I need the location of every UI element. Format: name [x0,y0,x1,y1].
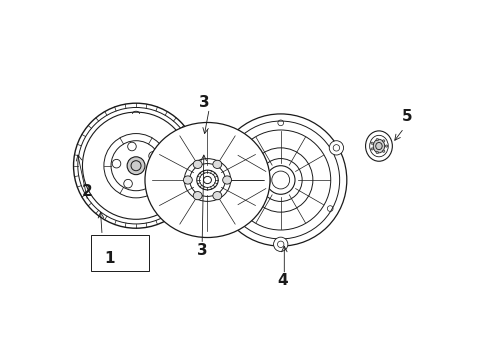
Ellipse shape [366,131,392,161]
Text: 5: 5 [402,109,413,124]
Ellipse shape [376,139,379,141]
Ellipse shape [385,145,388,147]
Circle shape [82,112,190,219]
Ellipse shape [213,192,222,200]
Ellipse shape [371,142,373,144]
Ellipse shape [376,152,379,154]
Text: 3: 3 [198,95,209,110]
Text: 3: 3 [197,243,208,258]
Circle shape [329,141,343,155]
Ellipse shape [382,140,385,142]
Bar [92,235,148,271]
Ellipse shape [373,139,385,153]
Ellipse shape [183,176,192,184]
Text: 4: 4 [277,273,288,288]
Circle shape [218,141,232,155]
Ellipse shape [382,150,385,152]
Circle shape [267,166,295,194]
Ellipse shape [213,160,222,168]
Circle shape [273,237,288,251]
Ellipse shape [193,192,202,200]
Ellipse shape [193,160,202,168]
Circle shape [215,114,347,246]
Ellipse shape [145,122,270,238]
Text: 2: 2 [81,184,92,199]
Ellipse shape [371,148,373,150]
Ellipse shape [222,176,232,184]
Ellipse shape [197,170,218,190]
Text: 1: 1 [104,251,114,266]
Circle shape [127,157,145,175]
